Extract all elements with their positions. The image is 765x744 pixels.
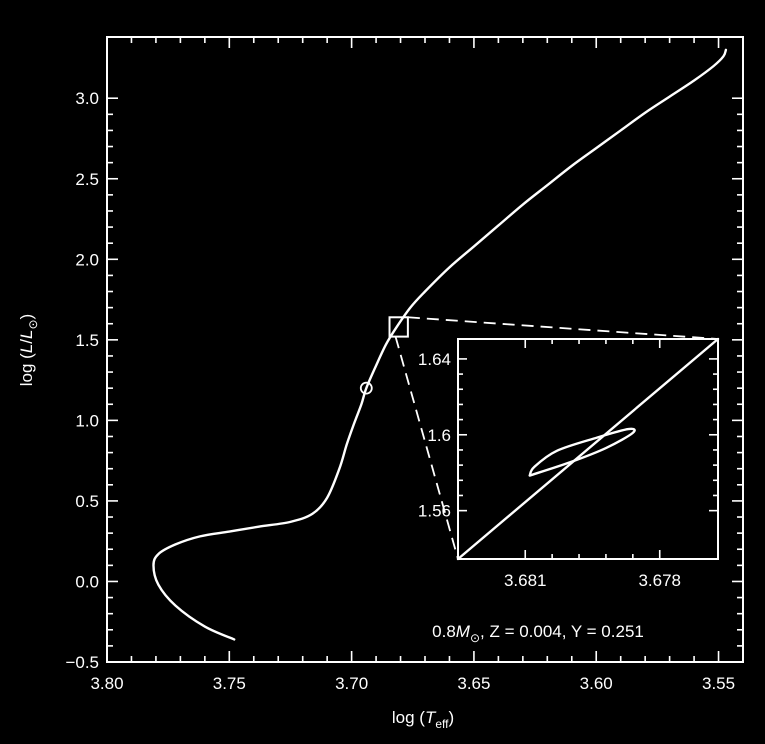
main-y-tick-label: 3.0	[75, 89, 99, 108]
evolutionary-track-line	[152, 48, 728, 641]
zoom-region-box	[388, 316, 409, 338]
main-y-tick-label: 2.0	[75, 250, 99, 269]
inset-axis-ticks	[458, 339, 718, 559]
main-x-tick-label: 3.70	[335, 674, 368, 693]
main-y-tick-label: −0.5	[65, 653, 99, 672]
x-axis-label-suffix: )	[448, 708, 454, 727]
inset-plot-frame	[457, 338, 719, 560]
y-axis-label-variable-2: L	[17, 329, 36, 338]
inset-x-tick-label: 3.681	[504, 571, 547, 590]
main-x-tick-label: 3.80	[90, 674, 123, 693]
y-axis-label: log (L/L⊙)	[17, 314, 40, 386]
inset-y-tick-label: 1.56	[418, 502, 451, 521]
inset-track-line	[456, 337, 720, 561]
main-x-tick-labels: 3.80 3.75 3.70 3.65 3.60 3.55	[90, 674, 735, 693]
inset-loop-line	[528, 427, 636, 477]
inset-y-tick-label: 1.64	[418, 350, 451, 369]
inset-y-tick-labels: 1.56 1.6 1.64	[418, 350, 451, 521]
annotation-mass-subscript: ⊙	[470, 631, 480, 645]
main-x-tick-label: 3.55	[702, 674, 735, 693]
main-y-tick-label: 0.5	[75, 492, 99, 511]
main-axis-ticks	[106, 37, 743, 663]
y-axis-label-variable: L	[17, 344, 36, 353]
y-axis-label-suffix: )	[17, 314, 36, 320]
inset-y-tick-label: 1.6	[427, 426, 451, 445]
zoom-connector-bottom	[394, 336, 459, 560]
main-y-tick-label: 1.5	[75, 331, 99, 350]
x-axis-label-prefix: log (	[392, 708, 425, 727]
annotation-mass: 0.8	[432, 622, 456, 641]
annotation-metallicity: , Z = 0.004,	[480, 622, 571, 641]
x-axis-label-subscript: eff	[435, 717, 449, 731]
y-axis-label-slash: /	[17, 339, 36, 344]
inset-x-tick-labels: 3.681 3.678	[504, 571, 681, 590]
main-y-tick-label: 1.0	[75, 411, 99, 430]
x-axis-label-variable: T	[425, 708, 437, 727]
main-y-tick-label: 2.5	[75, 170, 99, 189]
inset-x-tick-label: 3.678	[638, 571, 681, 590]
y-axis-label-prefix: log (	[17, 353, 36, 386]
main-y-tick-label: 0.0	[75, 572, 99, 591]
main-x-tick-label: 3.60	[580, 674, 613, 693]
zoom-connector-top	[407, 316, 719, 340]
x-axis-label: log (Teff)	[392, 708, 454, 731]
model-annotation: 0.8M⊙, Z = 0.004, Y = 0.251	[432, 622, 644, 645]
y-axis-label-subscript: ⊙	[26, 319, 40, 329]
main-x-tick-label: 3.65	[457, 674, 490, 693]
annotation-mass-symbol: M	[456, 622, 471, 641]
annotation-helium: Y = 0.251	[571, 622, 644, 641]
main-x-tick-label: 3.75	[213, 674, 246, 693]
track-marker-circle	[359, 381, 373, 395]
main-y-tick-labels: −0.5 0.0 0.5 1.0 1.5 2.0 2.5 3.0	[65, 89, 99, 672]
